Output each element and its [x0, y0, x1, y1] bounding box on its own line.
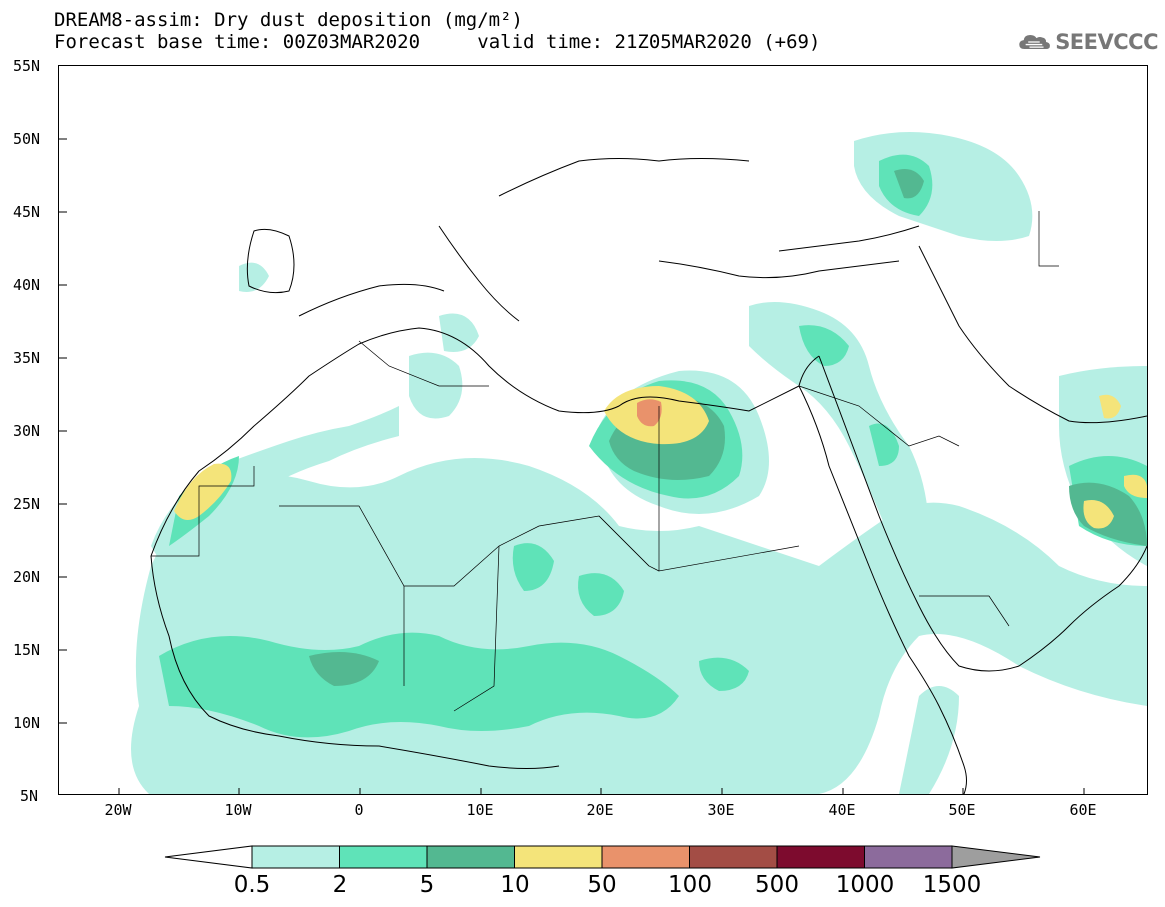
- lon-label-20w: 20W: [104, 801, 132, 819]
- legend-label-1000: 1000: [835, 872, 895, 898]
- lat-label-50n: 50N: [13, 130, 41, 148]
- coastlines: [150, 158, 1147, 794]
- lon-label-10e: 10E: [466, 801, 494, 819]
- lat-label-5n: 5N: [20, 787, 39, 805]
- legend-swatch-3: [426, 845, 515, 869]
- lat-label-40n: 40N: [13, 276, 41, 294]
- legend-swatch-8: [864, 845, 953, 869]
- cloud-icon: [1019, 34, 1050, 50]
- lon-label-20e: 20E: [586, 801, 614, 819]
- lat-label-20n: 20N: [13, 568, 41, 586]
- legend-swatch-7: [776, 845, 865, 869]
- forecast-base-time: Forecast base time: 00Z03MAR2020: [54, 31, 421, 53]
- lon-label-50e: 50E: [948, 801, 976, 819]
- lat-label-10n: 10N: [13, 714, 41, 732]
- legend-swatch-4: [514, 845, 603, 869]
- country-borders: [151, 211, 1059, 712]
- legend-label-100: 100: [668, 872, 712, 898]
- map-subtitle: Forecast base time: 00Z03MAR2020 valid t…: [54, 32, 820, 52]
- valid-time: valid time: 21Z05MAR2020 (+69): [477, 31, 821, 53]
- legend-label-2: 2: [332, 872, 348, 898]
- deposition-shading: [131, 132, 1147, 794]
- lat-label-30n: 30N: [13, 422, 41, 440]
- lat-label-35n: 35N: [13, 349, 41, 367]
- lat-label-45n: 45N: [13, 203, 41, 221]
- legend-swatch-1: [251, 845, 340, 869]
- lat-label-25n: 25N: [13, 495, 41, 513]
- legend-swatch-below-min: [164, 845, 253, 869]
- lon-label-30e: 30E: [707, 801, 735, 819]
- lon-label-60e: 60E: [1069, 801, 1097, 819]
- legend-label-500: 500: [755, 872, 799, 898]
- legend-swatch-above-max: [951, 845, 1041, 869]
- map-title: DREAM8-assim: Dry dust deposition (mg/m²…: [54, 9, 523, 31]
- lat-label-15n: 15N: [13, 641, 41, 659]
- axis-ticks: [59, 138, 1085, 794]
- map-canvas: [59, 132, 1147, 794]
- legend-label-5: 5: [419, 872, 435, 898]
- color-legend: [164, 845, 1041, 869]
- dust-deposition-map: [58, 65, 1148, 795]
- legend-swatch-5: [601, 845, 690, 869]
- legend-label-50: 50: [587, 872, 617, 898]
- lon-label-40e: 40E: [828, 801, 856, 819]
- legend-label-0-5: 0.5: [233, 872, 271, 898]
- legend-swatch-6: [689, 845, 778, 869]
- lat-label-55n: 55N: [13, 57, 41, 75]
- legend-label-1500: 1500: [922, 872, 982, 898]
- legend-swatch-2: [339, 845, 428, 869]
- legend-label-10: 10: [500, 872, 530, 898]
- logo-text: SEEVCCC: [1055, 30, 1158, 54]
- seevccc-logo: SEEVCCC: [1018, 26, 1158, 58]
- lon-label-0: 0: [354, 801, 364, 819]
- lon-label-10w: 10W: [224, 801, 252, 819]
